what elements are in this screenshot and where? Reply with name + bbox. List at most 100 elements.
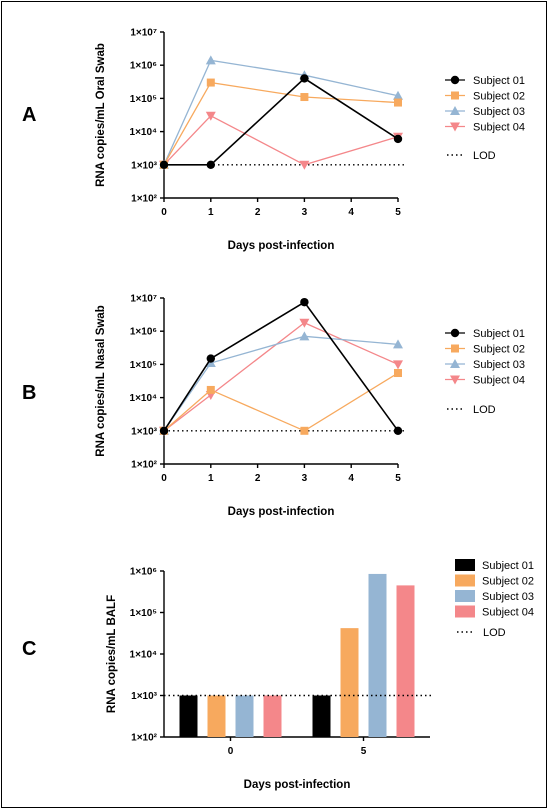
- legend-label: Subject 03: [473, 106, 525, 118]
- legend-label: Subject 01: [473, 75, 525, 87]
- panel-letter: A: [22, 104, 36, 126]
- series-subject-03: [159, 55, 403, 169]
- legend-item-subject-02: Subject 02: [445, 344, 525, 356]
- legend-marker: [450, 106, 460, 115]
- x-tick-label: 3: [302, 473, 308, 484]
- legend-label: LOD: [473, 150, 496, 162]
- series-subject-04: [159, 318, 403, 436]
- data-point: [393, 134, 403, 144]
- data-point: [206, 160, 215, 169]
- legend-marker: [450, 75, 460, 85]
- legend-swatch: [455, 605, 475, 618]
- series-subject-02: [160, 369, 402, 435]
- bar-subject-02-day-5: [340, 628, 359, 737]
- legend-label: Subject 02: [473, 91, 525, 103]
- bar-subject-04-day-0: [263, 695, 282, 737]
- x-tick-label: 1: [208, 207, 214, 218]
- legend-item-subject-04: Subject 04: [445, 375, 525, 387]
- legend-label: Subject 03: [482, 591, 534, 603]
- y-axis-title: RNA copies/mL BALF: [106, 595, 118, 713]
- legend-label: Subject 04: [473, 375, 525, 387]
- data-point: [393, 90, 403, 100]
- data-point: [300, 93, 309, 102]
- data-point: [393, 339, 403, 349]
- legend-item-lod: LOD: [447, 404, 496, 416]
- x-tick-label: 0: [161, 473, 167, 484]
- x-tick-label: 1: [208, 473, 214, 484]
- series-line: [163, 335, 399, 432]
- data-point: [300, 297, 309, 307]
- y-tick-label: 1×10⁵: [130, 94, 158, 105]
- legend-label: Subject 01: [473, 328, 525, 340]
- x-tick-label: 5: [395, 473, 401, 484]
- legend-item-subject-03: Subject 03: [445, 359, 525, 371]
- y-tick-label: 1×10⁶: [130, 61, 157, 72]
- data-point: [205, 55, 216, 65]
- legend-swatch: [455, 574, 475, 587]
- data-point: [159, 160, 169, 169]
- legend-item-subject-01: Subject 01: [445, 328, 525, 340]
- legend-marker: [451, 91, 459, 100]
- y-tick-label: 1×10²: [131, 194, 158, 205]
- legend-label: Subject 03: [473, 359, 525, 371]
- x-axis-title: Days post-infection: [228, 240, 335, 252]
- x-tick-label: 4: [348, 207, 354, 218]
- series-line: [163, 372, 399, 432]
- series-subject-01: [159, 297, 403, 435]
- x-tick-label: 2: [255, 473, 261, 484]
- legend-marker: [450, 359, 460, 368]
- bar-subject-03-day-5: [368, 573, 387, 737]
- legend: Subject 01 Subject 02 Subject 03 Subject 04…: [445, 328, 525, 416]
- legend: Subject 01 Subject 02 Subject 03 Subject 04…: [455, 559, 534, 639]
- series-line: [163, 59, 399, 166]
- panel-letter: C: [22, 638, 36, 660]
- x-axis-title: Days post-infection: [244, 779, 351, 791]
- legend-swatch: [455, 559, 475, 571]
- series-subject-01: [159, 74, 403, 169]
- data-point: [394, 369, 402, 378]
- legend-marker: [450, 375, 460, 385]
- y-tick-label: 1×10⁴: [130, 393, 158, 404]
- y-tick-label: 1×10²: [131, 460, 158, 471]
- legend-label: Subject 04: [482, 607, 534, 619]
- y-axis-title: RNA copies/mL Nasal Swab: [95, 305, 107, 456]
- y-tick-label: 1×10⁴: [130, 127, 158, 138]
- series-line: [164, 77, 399, 166]
- series-line: [163, 81, 399, 166]
- y-tick-label: 1×10⁵: [130, 360, 158, 371]
- data-point: [206, 385, 215, 394]
- legend-label: LOD: [483, 627, 506, 639]
- data-point: [393, 360, 403, 370]
- legend-item-subject-02: Subject 02: [455, 574, 534, 588]
- series-subject-04: [159, 111, 403, 170]
- data-point: [394, 98, 402, 107]
- legend-item-subject-03: Subject 03: [445, 106, 525, 118]
- legend-item-subject-04: Subject 04: [445, 122, 525, 134]
- bar-subject-01-day-0: [179, 695, 198, 737]
- panel-letter: B: [22, 382, 36, 404]
- data-point: [299, 318, 310, 328]
- legend-item-lod: LOD: [447, 150, 496, 162]
- legend: Subject 01 Subject 02 Subject 03 Subject 04…: [445, 75, 525, 162]
- legend-marker: [450, 122, 460, 132]
- data-point: [206, 354, 215, 363]
- y-tick-label: 1×10³: [131, 426, 158, 437]
- bar-subject-01-day-5: [312, 695, 331, 737]
- data-point: [159, 426, 169, 435]
- x-tick-label: 3: [302, 207, 308, 218]
- data-point: [206, 78, 215, 87]
- data-point: [299, 160, 310, 170]
- y-axis-title: RNA copies/mL Oral Swab: [95, 43, 107, 187]
- series-line: [163, 301, 399, 432]
- y-tick-label: 1×10³: [131, 691, 158, 702]
- y-tick-label: 1×10³: [131, 160, 158, 171]
- x-tick-label: 4: [348, 473, 354, 484]
- legend-item-lod: LOD: [457, 627, 506, 639]
- chart-panel-b: B 1×10² 1×10³ 1×10⁴ 1×10⁵ 1×10⁶ 1×10⁷ RNA copie…: [22, 294, 525, 519]
- data-point: [205, 111, 216, 121]
- legend-item-subject-04: Subject 04: [455, 605, 534, 619]
- y-tick-label: 1×10⁵: [130, 608, 158, 619]
- x-axis-title: Days post-infection: [228, 506, 335, 518]
